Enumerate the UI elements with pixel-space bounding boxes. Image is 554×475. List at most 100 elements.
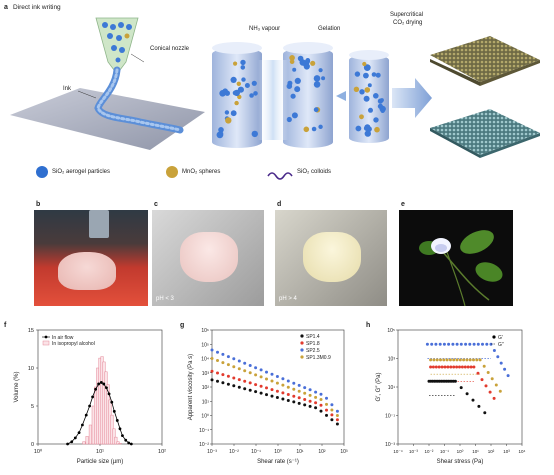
chart-g-point (237, 359, 241, 363)
chart-h-point (483, 411, 487, 415)
chart-g-xtick-label: 10⁰ (274, 449, 282, 455)
chart-h-point (464, 342, 468, 346)
chart-g-point (248, 388, 252, 392)
chart-g-point (303, 386, 307, 390)
chart-f-ytick-label: 15 (28, 328, 34, 334)
photo-flower-ph-high: pH > 4 (275, 210, 387, 306)
chart-h-point (490, 377, 494, 381)
chart-h-point (451, 342, 455, 346)
chart-g-point (335, 422, 339, 426)
chart-h-point (506, 374, 510, 378)
chart-g-point (325, 408, 328, 412)
chart-h-point (468, 358, 472, 362)
chart-g-point (286, 399, 290, 402)
chart-g-point (319, 409, 323, 413)
step-gelation-label: Gelation (318, 26, 341, 32)
chart-g-point (226, 363, 230, 367)
step-drying-label-1: Supercritical (390, 12, 424, 18)
ammonia-vapour (258, 60, 288, 140)
nozzle-particles (102, 22, 132, 63)
caption-ph-low: pH < 3 (156, 296, 174, 302)
chart-f-bar (88, 424, 92, 445)
panel-d-label: d (277, 201, 282, 208)
chart-g-point (221, 381, 225, 385)
chart-h-point (429, 365, 433, 369)
chart-f-point (110, 400, 114, 404)
chart-g-point (259, 375, 263, 379)
chart-f-bar (116, 441, 120, 445)
chart-g-point (248, 371, 252, 375)
chart-h-point (482, 364, 486, 368)
chart-h-point (494, 383, 498, 387)
chart-f-ytick-label: 5 (31, 404, 34, 410)
chart-g-point (275, 381, 279, 385)
chart-h-point (496, 355, 500, 359)
chart-g-point (330, 418, 334, 422)
chart-f-bar (118, 442, 122, 445)
chart-h-point (445, 358, 449, 362)
panel-a-label: a (4, 4, 8, 11)
chart-g-point (330, 403, 334, 407)
chart-g-point (216, 350, 219, 354)
chart-g-point (243, 387, 247, 391)
chart-g-point (297, 396, 301, 400)
chart-g-point (303, 403, 307, 407)
chart-g-ytick-label: 10² (202, 385, 210, 391)
chart-f-bar (114, 436, 118, 445)
chart-h-point (492, 396, 496, 400)
chart-g-point (210, 378, 214, 382)
chart-g-xtick-label: 10⁻³ (207, 449, 217, 455)
chart-g-point (254, 366, 258, 370)
chart-g-xlabel: Shear rate (s⁻¹) (257, 459, 299, 465)
chart-g-legend-2: SP1.8 (306, 341, 320, 347)
chart-g-ylabel: Apparent viscosity (Pa s) (188, 354, 194, 420)
chart-g-point (210, 348, 214, 352)
chart-h-xlabel: Shear stress (Pa) (437, 459, 484, 465)
lattice-dry-gold (430, 36, 540, 82)
chart-g-point (281, 383, 285, 387)
chart-h-point (455, 342, 459, 346)
chart-g-point (281, 397, 285, 401)
charts-area: 0 5 10 15 10⁰ 10¹ 10² Particle size (µm) Volume … (14, 328, 526, 465)
chart-f-point (129, 442, 133, 446)
chart-g-point (254, 390, 258, 394)
chart-g-point (286, 385, 290, 389)
chart-h-point (468, 342, 472, 346)
chart-g-ytick-label: 10⁻¹ (199, 428, 209, 434)
chart-g-legend-marker (300, 355, 304, 359)
chart-h-point (476, 371, 480, 375)
chart-g-point (254, 383, 258, 387)
photo-flower-ph-low: pH < 3 (152, 210, 264, 306)
nozzle-label: Conical nozzle (150, 46, 190, 52)
chart-f-point (91, 395, 95, 399)
silica-particle-icon (36, 166, 48, 178)
chart-f-bar (82, 441, 86, 445)
chart-h-point (447, 342, 451, 346)
chart-g-point (265, 386, 268, 390)
chart-g-point (259, 368, 263, 372)
caption-ph-high: pH > 4 (279, 296, 297, 302)
chart-h-point (429, 358, 433, 362)
chart-f-ytick-label: 0 (31, 442, 34, 448)
chart-h-xtick-label: 10⁰ (457, 449, 464, 454)
chart-f-ytick-label: 10 (28, 366, 34, 372)
chart-h-point (484, 384, 488, 388)
chart-h-point (448, 358, 452, 362)
chart-f-point (105, 386, 108, 390)
chart-f-bar (85, 436, 89, 445)
chart-h-point (476, 342, 480, 346)
chart-h-point (435, 358, 439, 362)
chart-g-point (308, 388, 312, 392)
chart-g-point (335, 418, 339, 422)
chart-f-legend-1: In air flow (52, 335, 74, 341)
chart-g-legend-3: SP2.5 (306, 348, 320, 354)
chart-f-point (121, 434, 124, 438)
panel-b-label: b (36, 201, 41, 208)
chart-h-point (492, 349, 496, 352)
chart-g-xtick-label: 10⁻¹ (251, 449, 261, 455)
chart-h-point (478, 358, 482, 362)
chart-g-frame (211, 329, 345, 445)
chart-g-point (314, 390, 318, 394)
